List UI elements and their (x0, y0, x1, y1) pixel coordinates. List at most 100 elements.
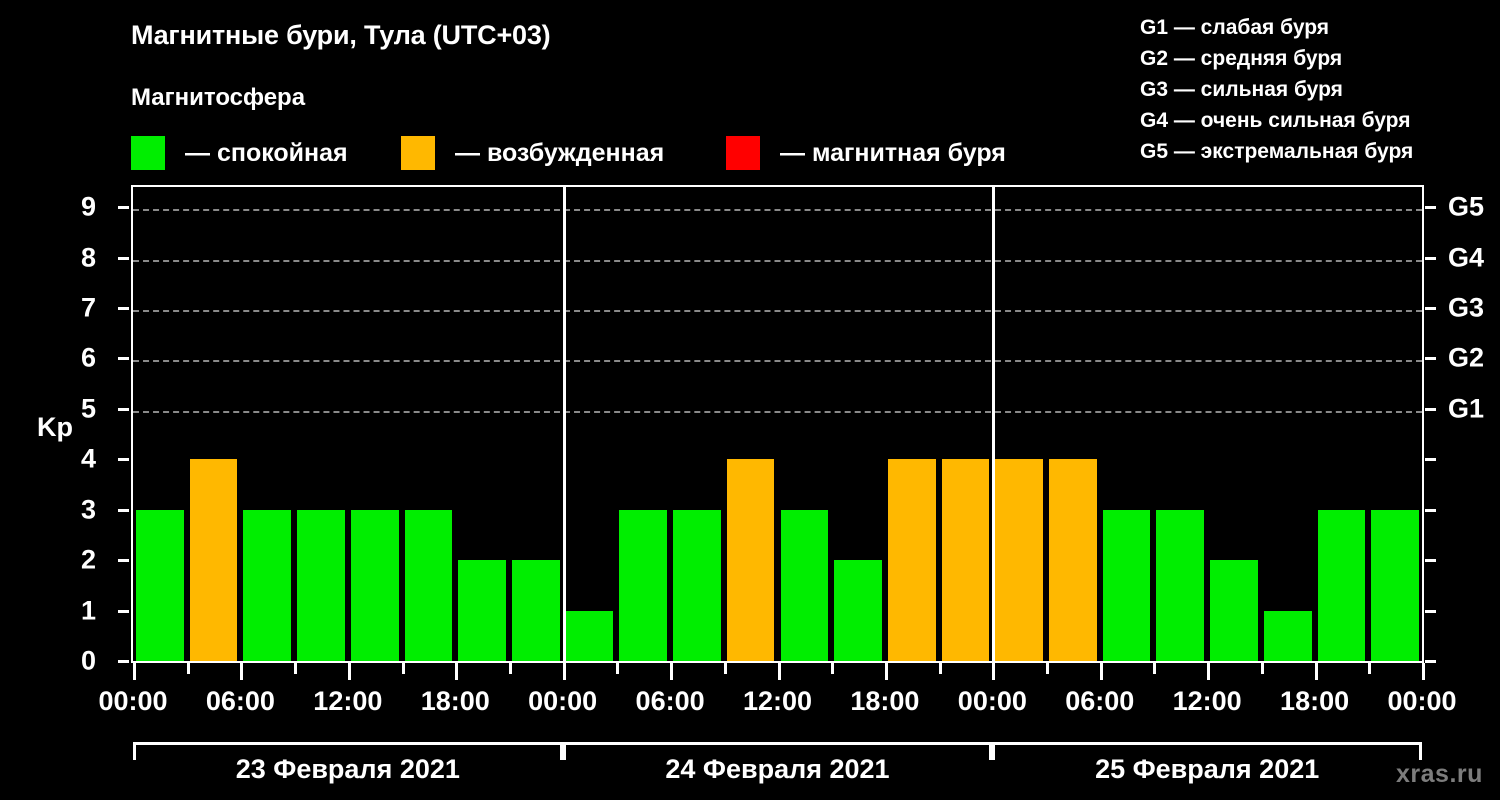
x-tick-mark-0 (133, 663, 136, 680)
x-tick-label-2: 12:00 (313, 686, 383, 716)
x-tick-mark-6 (455, 663, 459, 680)
bar-kp[interactable] (404, 509, 453, 661)
x-tick-label-5: 06:00 (635, 686, 705, 716)
date-bracket-3 (992, 742, 1422, 760)
x-tick-mark-10 (670, 663, 674, 680)
x-tick-mark-4 (347, 663, 351, 680)
g-tick-mark-G1 (1425, 407, 1436, 411)
x-tick-label-1: 06:00 (205, 686, 275, 716)
y-tick-label-8: 8 (80, 242, 96, 273)
gscale-legend-row-1: G1 — слабая буря (1140, 16, 1330, 39)
gscale-legend-row-2: G2 — средняя буря (1140, 47, 1343, 70)
y-tick-label-1: 1 (80, 595, 96, 626)
x-tick-label-3: 18:00 (420, 686, 490, 716)
magnetosphere-heading: Магнитосфера (131, 84, 306, 111)
g-tick-label-G4: G4 (1448, 242, 1485, 273)
bar-kp[interactable] (1317, 509, 1366, 661)
bar-kp[interactable] (350, 509, 399, 661)
x-tick-mark-11 (723, 663, 727, 674)
x-tick-mark-21 (1260, 663, 1264, 674)
y-tick-mark-9 (118, 206, 129, 210)
bar-kp[interactable] (1156, 509, 1205, 661)
y-tick-mark-3 (118, 508, 129, 512)
x-tick-mark-18 (1099, 663, 1103, 680)
x-tick-mark-2 (240, 663, 244, 680)
gridline-kp-5 (133, 410, 1422, 413)
x-tick-label-10: 12:00 (1172, 686, 1242, 716)
legend-item-calm: — спокойная (131, 132, 348, 174)
bar-kp[interactable] (834, 560, 882, 661)
y-tick-mark-2 (118, 559, 129, 563)
gridline-kp-7 (133, 310, 1422, 313)
day-separator-1 (562, 187, 566, 661)
x-tick-mark-14 (884, 663, 888, 680)
bar-kp[interactable] (297, 509, 345, 661)
x-tick-mark-17 (1046, 663, 1050, 674)
legend-swatch-calm (131, 136, 165, 170)
date-label-1: 23 Февраля 2021 (235, 754, 460, 784)
bar-kp[interactable] (780, 509, 829, 661)
bar-kp[interactable] (1049, 459, 1097, 661)
y-tick-mark-5 (118, 407, 129, 411)
bar-kp[interactable] (619, 509, 668, 661)
g-tick-mark-minor-4 (1425, 458, 1436, 462)
page-title: Магнитные бури, Тула (UTC+03) (131, 20, 551, 50)
y-tick-label-3: 3 (80, 494, 96, 525)
bar-kp[interactable] (887, 459, 936, 661)
legend-label-storm: — магнитная буря (780, 138, 1006, 167)
date-bracket-2 (562, 742, 993, 760)
y-tick-label-7: 7 (80, 292, 96, 323)
x-tick-mark-22 (1314, 663, 1318, 680)
bar-kp[interactable] (1210, 560, 1258, 661)
bar-kp[interactable] (189, 459, 238, 661)
x-tick-mark-20 (1207, 663, 1211, 680)
gridline-kp-6 (133, 360, 1422, 363)
g-tick-mark-minor-2 (1425, 559, 1436, 563)
g-tick-mark-minor-1 (1425, 609, 1436, 613)
legend-label-calm: — спокойная (185, 138, 348, 167)
bar-kp[interactable] (941, 459, 990, 661)
x-tick-mark-24 (1422, 663, 1425, 680)
x-tick-mark-19 (1153, 663, 1157, 674)
bar-kp[interactable] (136, 509, 184, 661)
gridline-kp-8 (133, 259, 1422, 262)
magnetosphere-legend: — спокойная — возбужденная — магнитная бур… (131, 132, 1031, 174)
g-tick-mark-minor-3 (1425, 508, 1436, 512)
x-tick-mark-8 (562, 663, 566, 680)
legend-swatch-unsettled (401, 136, 435, 170)
x-tick-mark-5 (401, 663, 405, 674)
y-tick-mark-6 (118, 357, 129, 361)
x-tick-label-4: 00:00 (528, 686, 598, 716)
x-tick-mark-3 (294, 663, 298, 674)
g-tick-mark-G4 (1425, 256, 1436, 260)
bar-kp[interactable] (243, 509, 292, 661)
bar-kp[interactable] (565, 610, 614, 661)
legend-item-unsettled: — возбужденная (401, 132, 664, 174)
bar-kp[interactable] (1371, 509, 1419, 661)
bar-kp[interactable] (511, 560, 560, 661)
bar-kp[interactable] (726, 459, 775, 661)
date-label-2: 24 Февраля 2021 (665, 754, 890, 784)
y-tick-label-6: 6 (80, 342, 96, 373)
watermark: xras.ru (1396, 760, 1483, 788)
bar-kp[interactable] (673, 509, 721, 661)
chart-plot-area (131, 185, 1424, 663)
g-tick-mark-G5 (1425, 206, 1436, 210)
y-axis-title: Kp (37, 412, 73, 442)
legend-swatch-storm (726, 136, 760, 170)
bar-kp[interactable] (995, 459, 1044, 661)
bar-kp[interactable] (458, 560, 506, 661)
x-tick-label-11: 18:00 (1280, 686, 1350, 716)
g-tick-mark-minor-0 (1425, 660, 1436, 663)
gridline-kp-9 (133, 209, 1422, 212)
x-tick-label-12: 00:00 (1387, 686, 1457, 716)
y-tick-label-5: 5 (80, 393, 96, 424)
gscale-legend-row-3: G3 — сильная буря (1140, 78, 1343, 101)
x-tick-mark-13 (831, 663, 835, 674)
date-bracket-1 (133, 742, 563, 760)
g-tick-mark-G3 (1425, 307, 1436, 311)
bar-kp[interactable] (1102, 509, 1151, 661)
date-label-3: 25 Февраля 2021 (1095, 754, 1320, 784)
bar-kp[interactable] (1263, 610, 1312, 661)
g-tick-label-G2: G2 (1448, 342, 1485, 373)
